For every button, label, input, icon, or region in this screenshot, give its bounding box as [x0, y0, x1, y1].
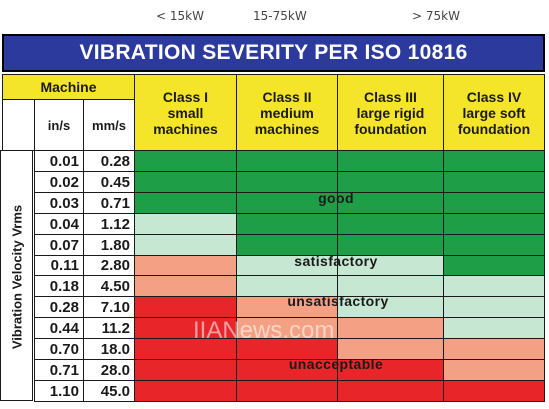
velocity-axis-label-cell: Vibration Velocity Vrms	[0, 150, 33, 401]
severity-cell-unsatisfactory	[134, 275, 237, 297]
class-1-line3: machines	[153, 120, 218, 137]
row-value-in-s: 0.04	[34, 213, 84, 235]
row-value-in-s: 0.71	[34, 359, 84, 381]
severity-cell-unacceptable	[443, 380, 545, 402]
severity-cell-good	[443, 234, 545, 256]
severity-cell-unacceptable	[134, 359, 237, 381]
severity-cell-unacceptable	[134, 380, 237, 402]
class-2-line2: medium	[260, 104, 314, 121]
severity-cell-good	[134, 192, 237, 214]
severity-cell-satisfactory	[443, 275, 545, 297]
power-label-medium: 15-75kW	[253, 9, 307, 23]
class-3-header: Class III large rigid foundation	[337, 74, 444, 151]
row-value-in-s: 0.44	[34, 317, 84, 339]
severity-cell-unsatisfactory	[337, 317, 444, 339]
row-value-in-s: 0.18	[34, 275, 84, 297]
row-value-in-s: 0.70	[34, 338, 84, 360]
unit-header-mm-s: mm/s	[83, 99, 135, 151]
unit-header-in-s: in/s	[34, 99, 84, 151]
row-value-mm-s: 7.10	[83, 296, 135, 318]
severity-cell-unacceptable	[337, 380, 444, 402]
class-4-header: Class IV large soft foundation	[443, 74, 545, 151]
row-value-mm-s: 0.45	[83, 171, 135, 193]
row-value-mm-s: 1.12	[83, 213, 135, 235]
class-4-line2: large soft	[462, 104, 526, 121]
row-value-mm-s: 2.80	[83, 255, 135, 276]
severity-cell-satisfactory	[134, 234, 237, 256]
row-value-in-s: 0.01	[34, 150, 84, 172]
row-value-mm-s: 4.50	[83, 275, 135, 297]
row-value-in-s: 0.11	[34, 255, 84, 276]
class-2-title: Class II	[262, 88, 312, 105]
class-4-title: Class IV	[466, 88, 522, 105]
severity-cell-good	[443, 213, 545, 235]
severity-cell-good	[236, 213, 338, 235]
class-3-line2: large rigid	[356, 104, 425, 121]
row-value-mm-s: 28.0	[83, 359, 135, 381]
severity-cell-good	[134, 150, 237, 172]
class-3-title: Class III	[364, 88, 417, 105]
row-value-mm-s: 18.0	[83, 338, 135, 360]
severity-cell-good	[443, 171, 545, 193]
severity-table: Machine in/s mm/s Class I small machines…	[2, 74, 545, 402]
zone-label-unsatisfactory: unsatisfactory	[287, 293, 389, 309]
row-value-mm-s: 11.2	[83, 317, 135, 339]
class-1-title: Class I	[162, 88, 209, 105]
severity-cell-good	[337, 150, 444, 172]
severity-cell-satisfactory	[134, 213, 237, 235]
severity-cell-unacceptable	[236, 380, 338, 402]
severity-cell-satisfactory	[443, 296, 545, 318]
class-3-line3: foundation	[354, 120, 427, 137]
class-4-line3: foundation	[457, 120, 531, 137]
severity-cell-satisfactory	[443, 317, 545, 339]
power-label-large: > 75kW	[412, 9, 460, 23]
zone-label-good: good	[318, 190, 354, 206]
severity-cell-unsatisfactory	[134, 255, 237, 276]
severity-cell-good	[443, 255, 545, 276]
class-1-header: Class I small machines	[134, 74, 237, 151]
machine-header: Machine	[2, 74, 135, 100]
row-value-in-s: 0.28	[34, 296, 84, 318]
row-value-mm-s: 0.71	[83, 192, 135, 214]
severity-cell-unacceptable	[134, 296, 237, 318]
class-2-line3: machines	[254, 120, 320, 137]
row-value-mm-s: 0.28	[83, 150, 135, 172]
zone-label-satisfactory: satisfactory	[294, 253, 378, 269]
zone-label-unacceptable: unacceptable	[288, 356, 384, 372]
row-value-in-s: 0.07	[34, 234, 84, 256]
severity-cell-good	[236, 150, 338, 172]
row-value-in-s: 0.02	[34, 171, 84, 193]
severity-cell-good	[443, 150, 545, 172]
power-label-small: < 15kW	[156, 9, 204, 23]
severity-cell-unsatisfactory	[443, 359, 545, 381]
row-value-in-s: 1.10	[34, 380, 84, 402]
row-value-in-s: 0.03	[34, 192, 84, 214]
table-title: VIBRATION SEVERITY PER ISO 10816	[2, 34, 545, 72]
severity-cell-unsatisfactory	[443, 338, 545, 360]
severity-cell-good	[443, 192, 545, 214]
watermark: IIANews.com	[193, 317, 335, 344]
severity-cell-good	[134, 171, 237, 193]
class-1-line2: small	[167, 104, 204, 121]
row-value-mm-s: 1.80	[83, 234, 135, 256]
velocity-axis-label: Vibration Velocity Vrms	[9, 204, 25, 350]
class-2-header: Class II medium machines	[236, 74, 338, 151]
header-spacer	[2, 99, 35, 151]
severity-cell-good	[337, 213, 444, 235]
row-value-mm-s: 45.0	[83, 380, 135, 402]
